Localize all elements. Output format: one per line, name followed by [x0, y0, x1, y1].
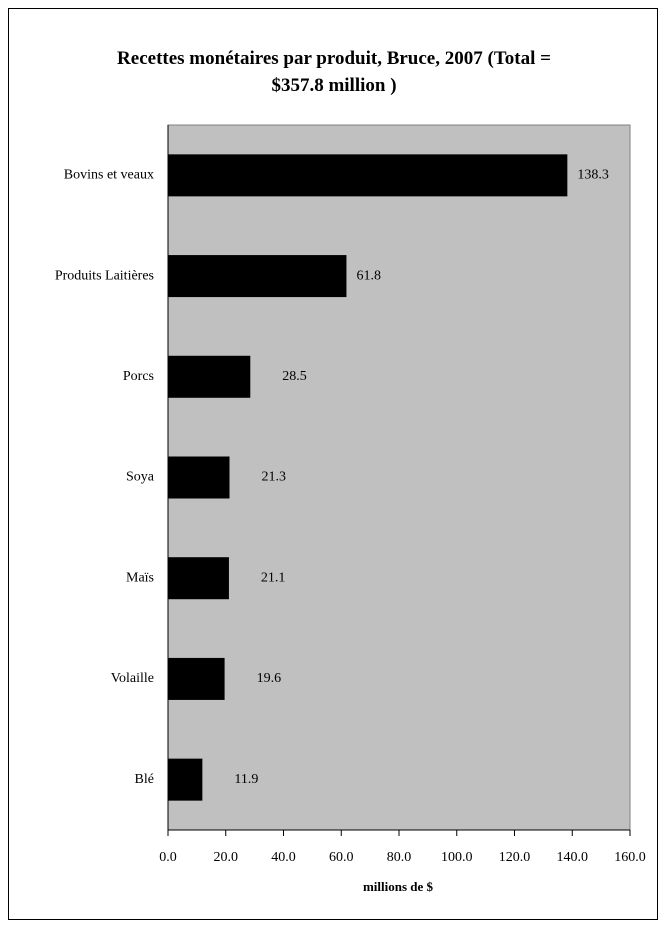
data-label: 21.1 [261, 570, 286, 585]
x-tick-label: 120.0 [499, 850, 531, 865]
chart-title-line-2: $357.8 million ) [271, 75, 396, 96]
bar [168, 154, 568, 197]
data-label: 11.9 [234, 772, 258, 787]
data-label: 21.3 [262, 470, 287, 485]
x-tick-label: 0.0 [159, 850, 177, 865]
plot-area [167, 124, 631, 831]
category-label: Porcs [123, 369, 154, 384]
category-label: Produits Laitières [55, 268, 154, 283]
data-label: 61.8 [356, 268, 381, 283]
x-axis-title: millions de $ [363, 879, 434, 894]
data-label: 138.3 [577, 168, 609, 183]
x-tick-label: 20.0 [214, 850, 239, 865]
bar [168, 557, 229, 600]
category-label: Bovins et veaux [64, 168, 154, 183]
x-tick-label: 140.0 [557, 850, 589, 865]
bar [168, 255, 347, 298]
data-label: 28.5 [282, 369, 307, 384]
x-tick-label: 80.0 [387, 850, 412, 865]
x-tick-label: 60.0 [329, 850, 354, 865]
category-label: Blé [135, 772, 154, 787]
bar [168, 758, 203, 801]
bar [168, 355, 251, 398]
x-tick-label: 40.0 [271, 850, 296, 865]
bar [168, 456, 230, 499]
category-label: Maïs [126, 570, 154, 585]
category-label: Volaille [111, 671, 154, 686]
chart-title-line-1: Recettes monétaires par produit, Bruce, … [117, 48, 551, 69]
data-label: 19.6 [257, 671, 282, 686]
category-label: Soya [126, 470, 155, 485]
x-tick-label: 100.0 [441, 850, 473, 865]
bar [168, 657, 225, 700]
x-tick-label: 160.0 [614, 850, 646, 865]
